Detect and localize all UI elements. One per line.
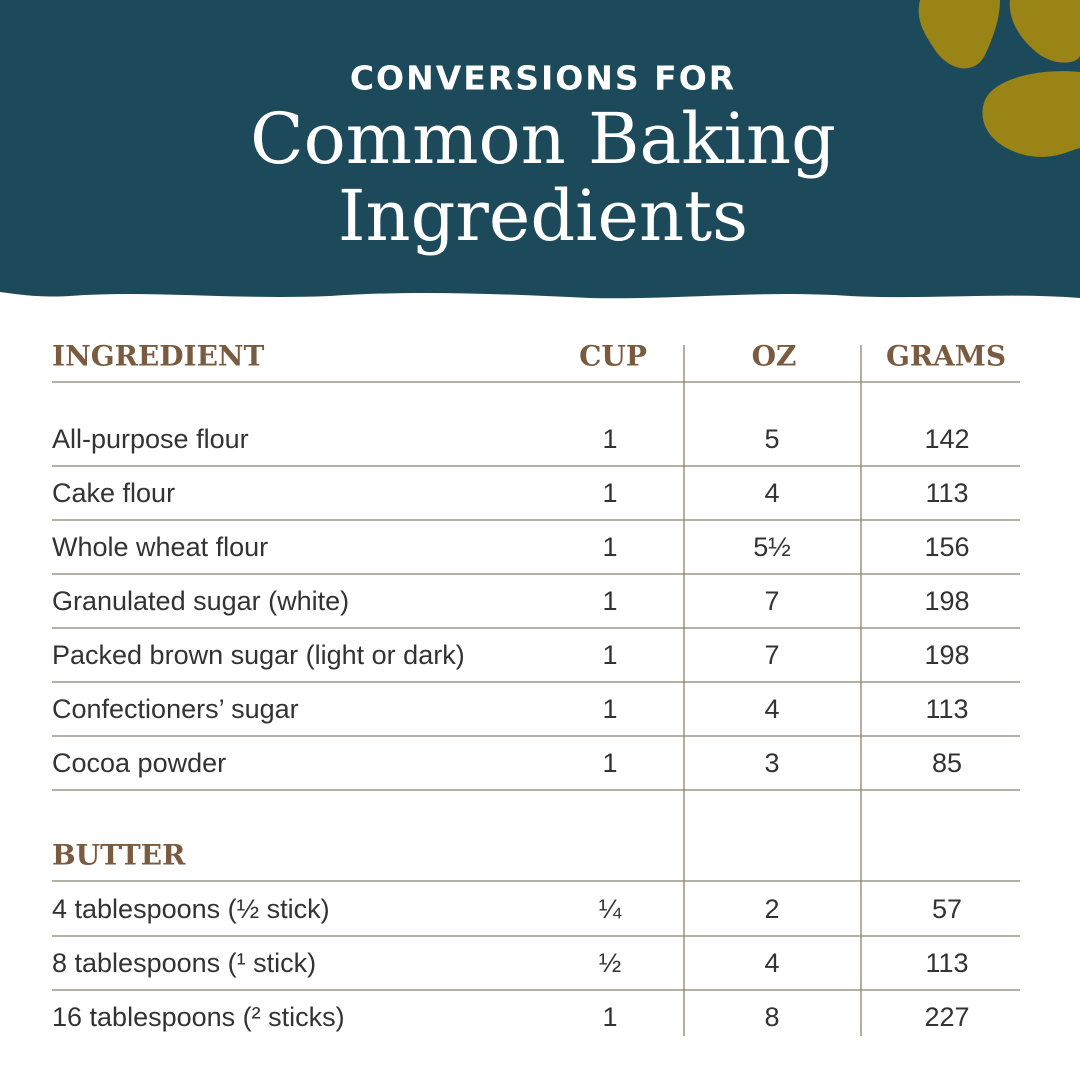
- cell: 3: [764, 748, 779, 778]
- row-label: Confectioners’ sugar: [52, 694, 299, 724]
- row-label: 8 tablespoons (¹ stick): [52, 948, 316, 978]
- row-label: Packed brown sugar (light or dark): [52, 640, 465, 670]
- column-header: CUP: [579, 340, 647, 373]
- cell: 1: [602, 532, 617, 562]
- kicker: CONVERSIONS FOR: [350, 59, 736, 98]
- title: Ingredients: [338, 175, 748, 257]
- cell: 4: [764, 694, 779, 724]
- cell: ½: [599, 948, 622, 978]
- row-label: Whole wheat flour: [52, 532, 268, 562]
- cell: 1: [602, 640, 617, 670]
- cell: 198: [924, 640, 969, 670]
- row-label: Cake flour: [52, 478, 175, 508]
- column-header: OZ: [752, 340, 797, 373]
- column-header: INGREDIENT: [52, 340, 265, 373]
- cell: 1: [602, 478, 617, 508]
- cell: 113: [925, 948, 968, 978]
- cell: 4: [764, 948, 779, 978]
- decor-blob: [918, 0, 1000, 69]
- row-label: 16 tablespoons (² sticks): [52, 1002, 345, 1032]
- cell: 198: [924, 586, 969, 616]
- cell: 1: [602, 424, 617, 454]
- cell: 227: [924, 1002, 969, 1032]
- cell: ¼: [599, 894, 622, 924]
- cell: 156: [924, 532, 969, 562]
- cell: 1: [602, 586, 617, 616]
- decor-blob: [1009, 0, 1080, 63]
- decor-blob: [982, 71, 1080, 157]
- title: Common Baking: [250, 98, 836, 180]
- cell: 7: [764, 586, 779, 616]
- row-label: 4 tablespoons (½ stick): [52, 894, 330, 924]
- row-label: All-purpose flour: [52, 424, 249, 454]
- column-header: GRAMS: [886, 340, 1006, 373]
- row-label: Cocoa powder: [52, 748, 226, 778]
- cell: 57: [932, 894, 962, 924]
- cell: 1: [602, 748, 617, 778]
- cell: 142: [924, 424, 969, 454]
- cell: 5½: [753, 532, 791, 562]
- cell: 113: [925, 478, 968, 508]
- cell: 5: [764, 424, 779, 454]
- cell: 85: [932, 748, 962, 778]
- row-label: Granulated sugar (white): [52, 586, 349, 616]
- cell: 1: [602, 1002, 617, 1032]
- table: INGREDIENT CUP OZ GRAMS All-purpose flour 1 5 1…: [52, 340, 1020, 1032]
- section-header: BUTTER: [52, 839, 186, 872]
- cell: 2: [764, 894, 779, 924]
- cell: 1: [602, 694, 617, 724]
- header-band: [0, 0, 1080, 299]
- cell: 4: [764, 478, 779, 508]
- cell: 8: [764, 1002, 779, 1032]
- cell: 7: [764, 640, 779, 670]
- cell: 113: [925, 694, 968, 724]
